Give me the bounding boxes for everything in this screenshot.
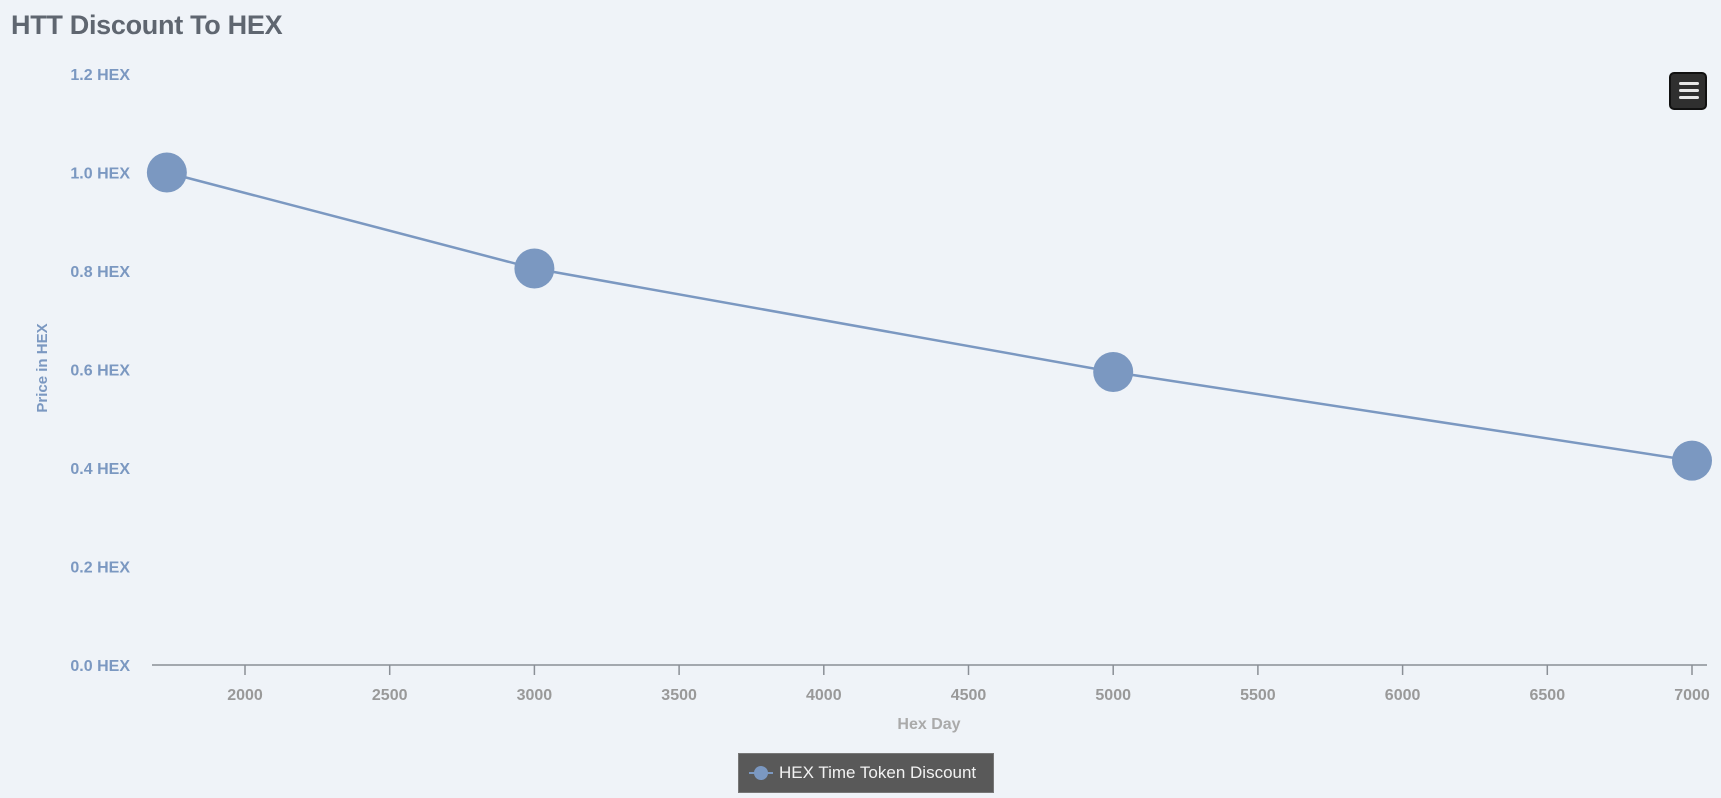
y-axis-title: Price in HEX xyxy=(34,323,51,412)
x-tick-label: 5500 xyxy=(1240,687,1276,704)
y-axis: 0.0 HEX 0.2 HEX 0.4 HEX 0.6 HEX 0.8 HEX 1.0 H… xyxy=(70,67,130,675)
legend-marker-icon xyxy=(747,763,775,783)
x-tick-label: 3000 xyxy=(517,687,553,704)
y-tick-label: 0.2 HEX xyxy=(70,560,130,577)
x-axis-title: Hex Day xyxy=(897,716,960,733)
data-point[interactable] xyxy=(1093,351,1134,392)
x-tick-label: 5000 xyxy=(1095,687,1131,704)
y-tick-label: 1.2 HEX xyxy=(70,67,130,84)
x-tick-label: 2000 xyxy=(227,687,263,704)
legend-item[interactable]: HEX Time Token Discount xyxy=(738,753,994,793)
data-point[interactable] xyxy=(1672,440,1712,481)
x-tick-label: 2500 xyxy=(372,687,408,704)
series-line xyxy=(166,171,1693,462)
y-tick-label: 0.4 HEX xyxy=(70,461,130,478)
y-tick-label: 0.0 HEX xyxy=(70,658,130,675)
x-tick-label: 4000 xyxy=(806,687,842,704)
series-layer xyxy=(146,152,1712,481)
y-tick-label: 1.0 HEX xyxy=(70,166,130,183)
x-tick-label: 6500 xyxy=(1530,687,1566,704)
y-tick-label: 0.6 HEX xyxy=(70,363,130,380)
x-tick-label: 4500 xyxy=(951,687,987,704)
x-tick-label: 3500 xyxy=(661,687,697,704)
y-tick-label: 0.8 HEX xyxy=(70,264,130,281)
data-point[interactable] xyxy=(514,248,555,289)
legend-label: HEX Time Token Discount xyxy=(779,763,977,782)
x-tick-label: 6000 xyxy=(1385,687,1421,704)
x-axis: 2000 2500 3000 3500 4000 4500 5000 5500 6000 6500… xyxy=(152,664,1710,704)
chart-title: HTT Discount To HEX xyxy=(11,10,283,40)
data-point[interactable] xyxy=(146,152,187,193)
x-tick-label: 7000 xyxy=(1674,687,1710,704)
chart-menu-button[interactable] xyxy=(1669,72,1707,110)
